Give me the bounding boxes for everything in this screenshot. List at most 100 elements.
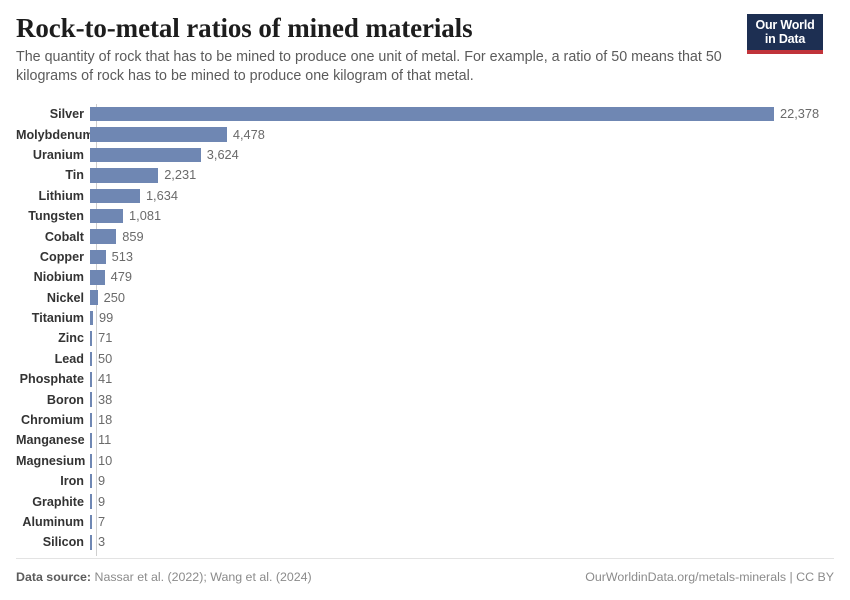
bar-row[interactable]: Tin 2,231 <box>16 165 834 185</box>
bar-value-label: 99 <box>99 310 114 326</box>
bar-row[interactable]: Cobalt 859 <box>16 226 834 246</box>
bar-row[interactable]: Magnesium 10 <box>16 451 834 471</box>
bar-row[interactable]: Manganese 11 <box>16 430 834 450</box>
bar-row[interactable]: Nickel 250 <box>16 288 834 308</box>
bar-row[interactable]: Zinc 71 <box>16 328 834 348</box>
bar-track: 859 <box>90 226 834 246</box>
bar-category-label: Lithium <box>38 188 84 203</box>
bar-track: 2,231 <box>90 165 834 185</box>
bar[interactable] <box>90 494 92 509</box>
bar-category-label: Uranium <box>32 147 84 162</box>
attribution-link[interactable]: OurWorldinData.org/metals-minerals | CC … <box>585 570 834 584</box>
data-source: Data source: Nassar et al. (2022); Wang … <box>16 570 312 584</box>
bar-value-label: 4,478 <box>232 126 265 142</box>
bar-value-label: 1,634 <box>145 187 178 203</box>
bar-row[interactable]: Aluminum 7 <box>16 512 834 532</box>
bar-row[interactable]: Silver 22,378 <box>16 104 834 124</box>
bar-row[interactable]: Titanium 99 <box>16 308 834 328</box>
bar[interactable] <box>90 392 92 407</box>
bar[interactable] <box>90 514 92 530</box>
bar-track: 10 <box>90 451 834 471</box>
bar-category-label: Titanium <box>31 311 84 326</box>
bar-value-label: 3,624 <box>206 146 239 162</box>
bar-row[interactable]: Chromium 18 <box>16 410 834 430</box>
bar-row[interactable]: Iron 9 <box>16 471 834 491</box>
bar-category-label: Phosphate <box>19 372 84 387</box>
bar[interactable] <box>90 127 227 142</box>
bar[interactable] <box>90 453 92 469</box>
bar[interactable] <box>90 188 140 203</box>
data-source-label: Data source: <box>16 570 92 584</box>
bar[interactable] <box>90 331 93 346</box>
owid-logo-line-1: Our World <box>755 18 815 32</box>
bar[interactable] <box>90 433 92 448</box>
bar-row[interactable]: Boron 38 <box>16 389 834 409</box>
bar-track: 1,634 <box>90 186 834 206</box>
bar-row[interactable]: Tungsten 1,081 <box>16 206 834 226</box>
bar-category-label: Molybdenum <box>16 127 94 142</box>
bar-category-label: Tungsten <box>28 209 84 224</box>
data-source-text: Nassar et al. (2022); Wang et al. (2024) <box>94 570 312 584</box>
bar-track: 3,624 <box>90 145 834 165</box>
bar-category-label: Chromium <box>21 413 84 428</box>
bar-row[interactable]: Molybdenum 4,478 <box>16 124 834 144</box>
chart-subtitle: The quantity of rock that has to be mine… <box>16 49 722 84</box>
bar[interactable] <box>90 168 159 183</box>
bar-track: 71 <box>90 328 834 348</box>
bar-row[interactable]: Copper 513 <box>16 247 834 267</box>
bar-row[interactable]: Lead 50 <box>16 349 834 369</box>
chart-header: Rock-to-metal ratios of mined materials … <box>16 0 834 86</box>
bar-category-label: Magnesium <box>16 453 86 468</box>
bar-category-label: Niobium <box>33 270 84 285</box>
owid-logo[interactable]: Our World in Data <box>747 14 823 54</box>
bar-track: 479 <box>90 267 834 287</box>
bar-value-label: 10 <box>98 452 113 468</box>
bar[interactable] <box>90 106 774 122</box>
bar[interactable] <box>90 351 92 367</box>
bar[interactable] <box>90 208 124 224</box>
bar-value-label: 479 <box>110 269 132 285</box>
bar-row[interactable]: Niobium 479 <box>16 267 834 287</box>
bar-track: 22,378 <box>90 104 834 124</box>
bar-value-label: 11 <box>98 432 112 448</box>
bar[interactable] <box>90 412 92 428</box>
owid-logo-line-2: in Data <box>764 32 806 46</box>
bar-list: Silver 22,378 Molybdenum 4,478 Uranium 3,624 T… <box>16 104 834 553</box>
bar[interactable] <box>90 535 92 550</box>
bar-row[interactable]: Lithium 1,634 <box>16 186 834 206</box>
bar-value-label: 859 <box>122 228 144 244</box>
bar[interactable] <box>90 229 117 244</box>
bar-track: 513 <box>90 247 834 267</box>
bar-track: 250 <box>90 288 834 308</box>
bar-track: 7 <box>90 512 834 532</box>
bar-value-label: 71 <box>98 330 113 346</box>
bar[interactable] <box>90 473 92 489</box>
bar[interactable] <box>90 147 201 163</box>
page-title: Rock-to-metal ratios of mined materials <box>16 13 473 43</box>
bar[interactable] <box>90 310 94 326</box>
bar[interactable] <box>90 372 92 387</box>
bar[interactable] <box>90 249 106 265</box>
bar-value-label: 1,081 <box>129 208 162 224</box>
bar-category-label: Graphite <box>32 494 84 509</box>
bar-value-label: 9 <box>98 473 106 489</box>
bar-category-label: Nickel <box>46 290 84 305</box>
bar-value-label: 22,378 <box>780 106 820 122</box>
bar-track: 41 <box>90 369 834 389</box>
bar[interactable] <box>90 270 105 285</box>
bar-value-label: 18 <box>98 412 113 428</box>
bar[interactable] <box>90 290 98 305</box>
bar-track: 9 <box>90 471 834 491</box>
bar-category-label: Silver <box>49 107 84 122</box>
bar-row[interactable]: Silicon 3 <box>16 532 834 552</box>
bar-row[interactable]: Phosphate 41 <box>16 369 834 389</box>
bar-value-label: 513 <box>111 248 134 264</box>
bar-row[interactable]: Graphite 9 <box>16 491 834 511</box>
bar-track: 50 <box>90 349 834 369</box>
bar-value-label: 50 <box>98 350 113 366</box>
bar-row[interactable]: Uranium 3,624 <box>16 145 834 165</box>
bar-value-label: 38 <box>98 391 113 407</box>
bar-category-label: Cobalt <box>44 229 84 244</box>
bar-value-label: 2,231 <box>164 167 197 183</box>
